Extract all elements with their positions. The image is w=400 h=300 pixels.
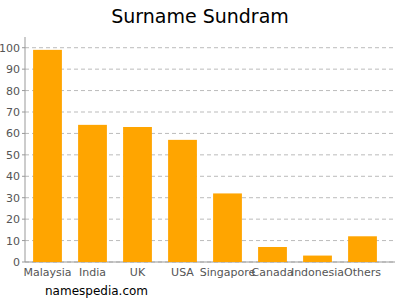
y-tick-label: 80 xyxy=(6,85,20,98)
y-axis xyxy=(25,37,26,262)
bar xyxy=(258,247,287,262)
y-tick-label: 50 xyxy=(6,149,20,162)
y-tick-label: 70 xyxy=(6,106,20,119)
source: namespedia.com xyxy=(45,284,148,298)
x-tick-label: Indonesia xyxy=(291,266,344,279)
bar xyxy=(303,256,332,262)
bar xyxy=(213,193,242,262)
x-tick-label: UK xyxy=(130,266,146,279)
x-tick-label: Others xyxy=(344,266,381,279)
grid-line xyxy=(25,90,395,91)
grid-line xyxy=(25,112,395,113)
y-tick-label: 90 xyxy=(6,63,20,76)
x-tick-label: USA xyxy=(171,266,194,279)
title: Surname Sundram xyxy=(111,5,289,27)
y-tick-label: 20 xyxy=(6,213,20,226)
chart: Surname Sundram 0 10 20 30 40 50 60 70 80 90 100 Mal… xyxy=(0,0,400,300)
grid-line xyxy=(25,69,395,70)
bar xyxy=(33,50,62,262)
bar xyxy=(348,236,377,262)
x-tick-label: Malaysia xyxy=(23,266,71,279)
grid-line xyxy=(25,47,395,48)
x-tick-label: India xyxy=(79,266,106,279)
bar xyxy=(78,125,107,262)
bar xyxy=(168,140,197,262)
bars xyxy=(33,50,377,262)
x-tick-label: Canada xyxy=(252,266,294,279)
y-tick-label: 100 xyxy=(0,42,20,55)
y-tick-label: 40 xyxy=(6,170,20,183)
y-tick-label: 10 xyxy=(6,235,20,248)
y-tick-label: 60 xyxy=(6,127,20,140)
x-tick-label: Singapore xyxy=(200,266,256,279)
bar xyxy=(123,127,152,262)
y-tick-label: 30 xyxy=(6,192,20,205)
y-tick-label: 0 xyxy=(13,256,20,269)
